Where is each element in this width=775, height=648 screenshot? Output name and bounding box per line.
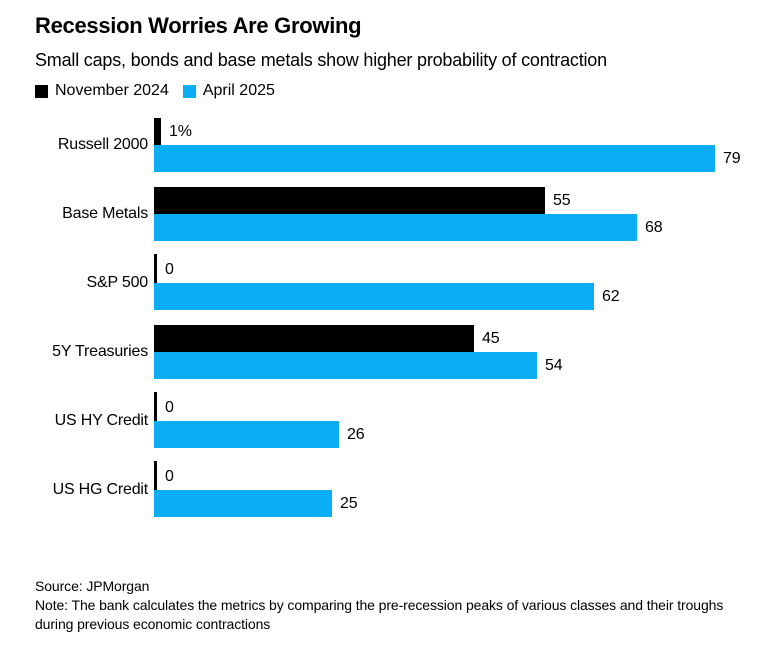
bar-november-2024 bbox=[154, 118, 161, 145]
bar-april-2025 bbox=[154, 214, 637, 241]
category-label: US HY Credit bbox=[54, 412, 149, 429]
bar-line-april-2025: 26 bbox=[154, 421, 740, 448]
bar-group: 55 68 bbox=[154, 187, 740, 241]
chart-row-5y-treasuries: 5Y Treasuries 45 54 bbox=[35, 325, 740, 379]
category-label: S&P 500 bbox=[86, 274, 149, 291]
category-label: 5Y Treasuries bbox=[52, 343, 148, 360]
bar-line-november-2024: 0 bbox=[154, 391, 740, 422]
bar-group: 0 25 bbox=[154, 460, 740, 517]
bar-value-label: 1% bbox=[169, 122, 192, 140]
bar-value-label: 62 bbox=[602, 287, 620, 305]
bar-value-label: 0 bbox=[165, 467, 174, 485]
bar-value-label: 68 bbox=[645, 218, 663, 236]
legend-label-november-2024: November 2024 bbox=[55, 82, 169, 99]
bar-line-november-2024: 1% bbox=[154, 118, 740, 145]
bar-line-april-2025: 79 bbox=[154, 145, 741, 172]
plot-area: Russell 2000 1% 79 Base Metals 55 68 S&P 500 0 6… bbox=[35, 118, 741, 517]
source-text: Source: JPMorgan bbox=[35, 578, 150, 594]
chart-row-us-hg-credit: US HG Credit 0 25 bbox=[35, 460, 740, 517]
legend-item-april-2025: April 2025 bbox=[182, 82, 275, 100]
category-label: Russell 2000 bbox=[57, 136, 148, 153]
bar-line-april-2025: 54 bbox=[154, 352, 740, 379]
bar-line-april-2025: 68 bbox=[154, 214, 740, 241]
bar-line-april-2025: 62 bbox=[154, 283, 740, 310]
legend: November 2024 April 2025 bbox=[35, 82, 740, 100]
bar-april-2025 bbox=[154, 490, 332, 517]
bar-line-november-2024: 0 bbox=[154, 460, 740, 491]
chart-row-base-metals: Base Metals 55 68 bbox=[35, 187, 740, 241]
bar-line-november-2024: 0 bbox=[154, 253, 740, 284]
bar-value-label: 0 bbox=[165, 398, 174, 416]
chart-title: Recession Worries Are Growing bbox=[35, 13, 362, 38]
category-label: US HG Credit bbox=[52, 481, 149, 498]
bar-november-2024 bbox=[154, 187, 545, 214]
zero-tick bbox=[154, 391, 157, 422]
chart-footer: Source: JPMorgan Note: The bank calculat… bbox=[35, 577, 740, 634]
bar-april-2025 bbox=[154, 283, 594, 310]
note-text: Note: The bank calculates the metrics by… bbox=[35, 597, 724, 632]
bar-value-label: 79 bbox=[723, 149, 741, 167]
zero-tick bbox=[154, 460, 157, 491]
bar-value-label: 25 bbox=[340, 494, 358, 512]
chart-row-s-p-500: S&P 500 0 62 bbox=[35, 253, 740, 310]
bar-november-2024 bbox=[154, 325, 474, 352]
bar-april-2025 bbox=[154, 352, 537, 379]
chart-subtitle: Small caps, bonds and base metals show h… bbox=[35, 50, 607, 70]
bar-value-label: 45 bbox=[482, 329, 500, 347]
bar-group: 45 54 bbox=[154, 325, 740, 379]
bar-group: 1% 79 bbox=[154, 118, 741, 172]
bar-value-label: 0 bbox=[165, 260, 174, 278]
legend-label-april-2025: April 2025 bbox=[202, 82, 275, 99]
bar-april-2025 bbox=[154, 421, 339, 448]
zero-tick bbox=[154, 253, 157, 284]
legend-swatch-november-2024 bbox=[35, 84, 48, 98]
bar-group: 0 62 bbox=[154, 253, 740, 310]
category-label: Base Metals bbox=[62, 205, 148, 222]
bar-value-label: 26 bbox=[347, 425, 365, 443]
bar-group: 0 26 bbox=[154, 391, 740, 448]
bar-value-label: 54 bbox=[545, 356, 563, 374]
legend-item-november-2024: November 2024 bbox=[35, 82, 169, 100]
chart-row-us-hy-credit: US HY Credit 0 26 bbox=[35, 391, 740, 448]
bar-line-november-2024: 55 bbox=[154, 187, 740, 214]
bar-line-april-2025: 25 bbox=[154, 490, 740, 517]
bar-line-november-2024: 45 bbox=[154, 325, 740, 352]
legend-swatch-april-2025 bbox=[182, 84, 196, 98]
bar-april-2025 bbox=[154, 145, 715, 172]
chart-row-russell-2000: Russell 2000 1% 79 bbox=[35, 118, 741, 172]
bar-value-label: 55 bbox=[553, 191, 571, 209]
